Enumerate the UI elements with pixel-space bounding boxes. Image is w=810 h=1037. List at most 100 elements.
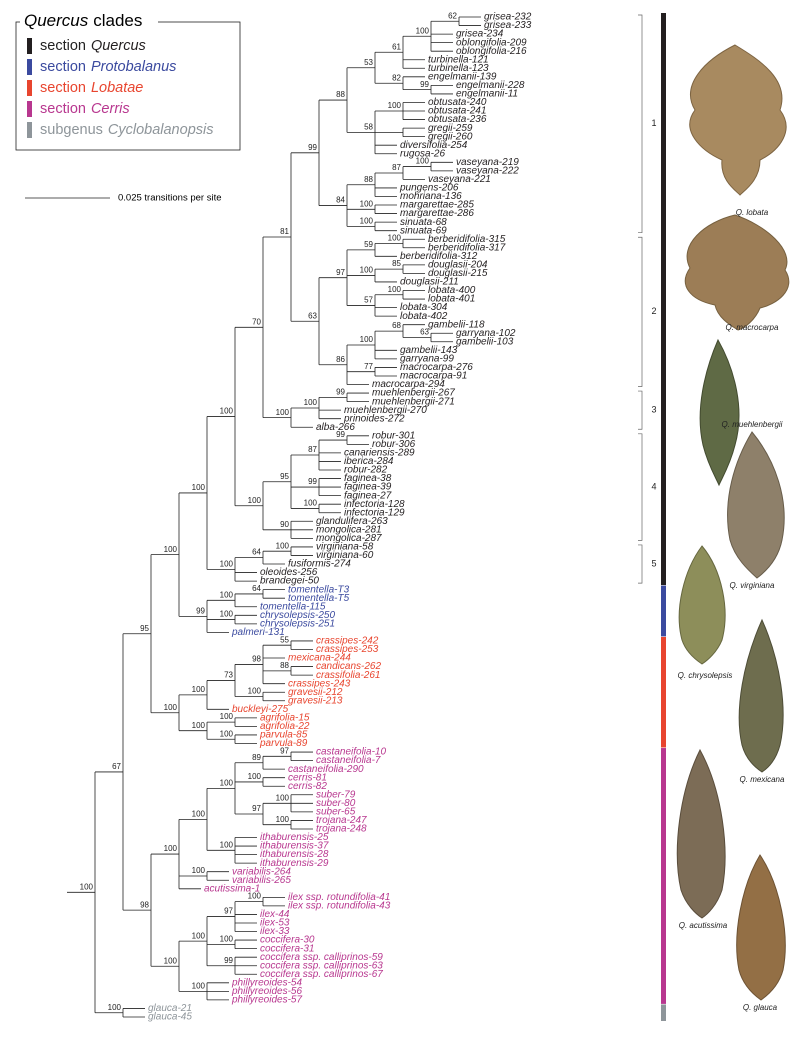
tip-label: coccifera-31 (260, 943, 314, 954)
support-value: 100 (220, 778, 234, 787)
support-value: 100 (220, 712, 234, 721)
clade-bar (661, 636, 666, 748)
support-value: 87 (392, 163, 401, 172)
support-value: 95 (280, 472, 289, 481)
support-value: 87 (308, 445, 317, 454)
tip-label: trojana-247 (316, 815, 367, 826)
tip-label: turbinella-123 (428, 63, 489, 74)
clade-bracket (638, 390, 643, 430)
support-value: 88 (280, 661, 289, 670)
support-value: 100 (276, 541, 290, 550)
tip-label: infectoria-128 (344, 499, 405, 510)
legend-swatch (27, 122, 32, 138)
tip-label: canariensis-289 (344, 448, 415, 459)
tip-label: faginea-38 (344, 473, 392, 484)
legend-name: Cerris (91, 101, 130, 117)
tip-label: parvula-89 (259, 738, 308, 749)
leaf-glauca (736, 854, 786, 1001)
legend-title-italic: Quercus (24, 11, 89, 30)
support-value: 55 (280, 635, 289, 644)
clade-bar (661, 13, 666, 586)
tip-label: castaneifolia-290 (288, 764, 364, 775)
tip-label: virginiana-60 (316, 550, 374, 561)
support-value: 63 (420, 328, 429, 337)
tip-label: glandulifera-263 (316, 516, 388, 527)
leaf-mexicana (738, 618, 784, 773)
tip-label: phillyreoides-57 (231, 995, 302, 1006)
legend-name: Cyclobalanopsis (108, 122, 214, 138)
leaf-caption: Q. glauca (743, 1003, 778, 1012)
support-value: 100 (220, 559, 234, 568)
support-value: 99 (196, 606, 205, 615)
tip-label: gambelii-103 (456, 336, 514, 347)
support-value: 100 (192, 483, 206, 492)
support-value: 97 (280, 746, 289, 755)
support-value: 100 (108, 1003, 122, 1012)
tip-label: ithaburensis-25 (260, 832, 329, 843)
tip-label: mexicana-244 (288, 653, 351, 664)
legend-entry: section Cerris (40, 101, 130, 117)
support-value: 73 (224, 671, 233, 680)
support-value: 100 (192, 721, 206, 730)
tip-label: sinuata-68 (400, 217, 447, 228)
tip-label: macrocarpa-294 (372, 379, 445, 390)
leaf-images (676, 44, 790, 1001)
tip-label: gambelii-118 (428, 319, 485, 330)
clade-bracket (638, 236, 643, 387)
support-value: 64 (252, 548, 261, 557)
legend-swatch (27, 59, 32, 75)
support-value: 99 (336, 387, 345, 396)
support-value: 99 (336, 430, 345, 439)
support-value: 100 (416, 26, 430, 35)
tip-label: cerris-81 (288, 772, 327, 783)
tip-label: phillyreoides-56 (231, 986, 302, 997)
tip-label: infectoria-129 (344, 507, 405, 518)
leaf-caption: Q. lobata (736, 208, 769, 217)
support-value: 67 (112, 762, 121, 771)
tip-label: acutissima-1 (204, 883, 260, 894)
support-value: 100 (360, 266, 374, 275)
support-value: 100 (360, 199, 374, 208)
support-value: 100 (164, 545, 178, 554)
tip-label: parvula-85 (259, 730, 308, 741)
tip-label: ithaburensis-37 (260, 841, 329, 852)
support-value: 100 (192, 931, 206, 940)
support-value: 98 (140, 900, 149, 909)
legend-name: Quercus (91, 38, 146, 54)
support-value: 53 (364, 58, 373, 67)
tip-label: sinuata-69 (400, 225, 447, 236)
legend-title: Quercus clades (24, 11, 142, 30)
support-value: 100 (220, 840, 234, 849)
support-value: 57 (364, 296, 373, 305)
tip-label: coccifera-30 (260, 935, 315, 946)
leaf-caption: Q. macrocarpa (726, 323, 779, 332)
tip-label: candicans-262 (316, 661, 381, 672)
legend-swatch (27, 38, 32, 54)
support-value: 88 (336, 90, 345, 99)
support-value: 97 (336, 268, 345, 277)
tip-label: virginiana-58 (316, 542, 374, 553)
tip-label: glauca-45 (148, 1012, 192, 1023)
support-value: 63 (308, 311, 317, 320)
tip-label: fusiformis-274 (288, 559, 351, 570)
support-value: 100 (388, 285, 402, 294)
tip-label: berberidifolia-312 (400, 251, 478, 262)
support-value: 77 (364, 362, 373, 371)
tip-label: crassipes-243 (288, 678, 351, 689)
support-value: 100 (304, 398, 318, 407)
support-value: 99 (224, 956, 233, 965)
support-value: 59 (364, 240, 373, 249)
support-value: 98 (252, 655, 261, 664)
tip-label: engelmanii-228 (456, 80, 525, 91)
support-value: 61 (392, 42, 401, 51)
support-value: 99 (308, 143, 317, 152)
support-value: 100 (248, 496, 262, 505)
tip-label: alba-266 (316, 422, 355, 433)
support-value: 99 (420, 80, 429, 89)
tip-label: grisea-233 (484, 20, 532, 31)
support-value: 100 (360, 217, 374, 226)
tip-label: chrysolepsis-250 (260, 610, 335, 621)
support-value: 90 (280, 520, 289, 529)
support-value: 100 (220, 934, 234, 943)
tip-label: lobata-400 (428, 285, 476, 296)
